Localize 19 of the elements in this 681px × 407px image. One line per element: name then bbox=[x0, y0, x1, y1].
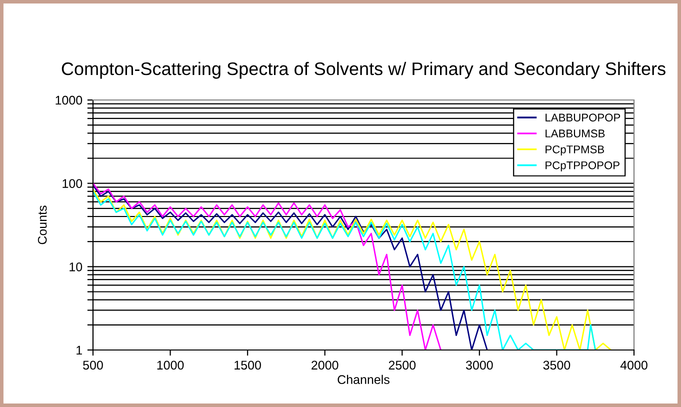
x-tick-label: 4000 bbox=[620, 360, 648, 370]
y-tick-label: 1 bbox=[76, 346, 82, 355]
y-tick-label: 10 bbox=[70, 262, 82, 272]
x-tick-label: 1000 bbox=[157, 360, 184, 370]
x-axis-title: Channels bbox=[338, 374, 390, 384]
y-tick-label: 100 bbox=[62, 179, 82, 188]
chart-title: Compton-Scattering Spectra of Solvents w/ Primary and Secondary Shifters bbox=[62, 62, 666, 79]
y-axis-title: Counts bbox=[38, 206, 47, 244]
legend-label: LABBUMSB bbox=[546, 130, 605, 138]
x-tick-label: 2500 bbox=[388, 360, 416, 370]
x-tick-label: 1500 bbox=[234, 360, 261, 370]
x-tick-label: 3000 bbox=[466, 360, 493, 370]
x-tick-label: 3500 bbox=[543, 360, 570, 370]
legend-label: PCpTPMSB bbox=[546, 145, 604, 156]
x-tick-label: 500 bbox=[83, 360, 103, 370]
y-tick-label: 1000 bbox=[56, 96, 82, 105]
legend-label: LABBUPOPOP bbox=[546, 114, 620, 122]
x-tick-label: 2000 bbox=[312, 360, 338, 370]
legend-label: PCpTPPOPOP bbox=[546, 161, 620, 172]
